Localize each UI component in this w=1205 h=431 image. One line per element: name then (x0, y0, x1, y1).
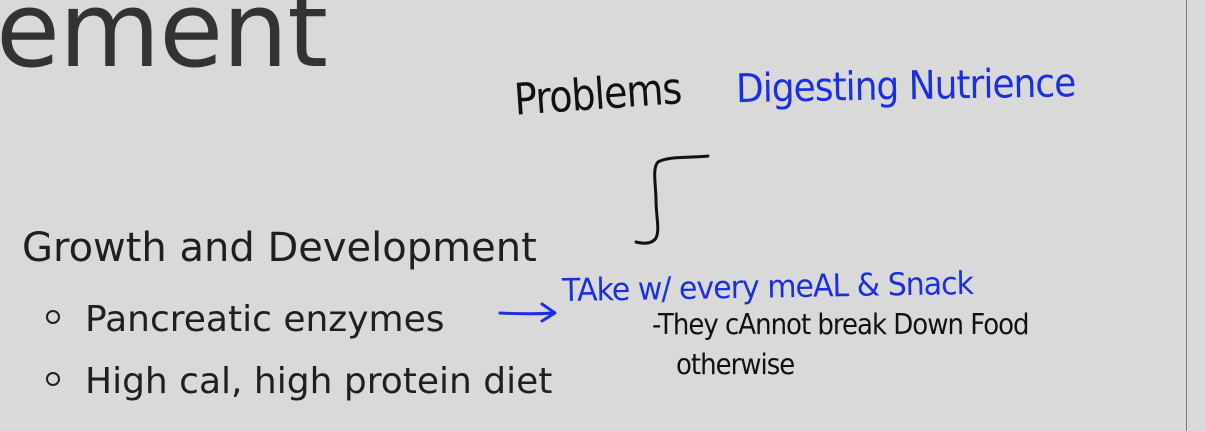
annotation-otherwise: otherwise (676, 348, 795, 382)
bullet-circle-icon (46, 310, 60, 324)
bullet-circle-icon (46, 372, 60, 386)
slide-title: ement (0, 0, 328, 91)
arrow-stroke (498, 311, 556, 316)
bullet-item: Pancreatic enzymes (46, 298, 444, 342)
arrow-head-icon (540, 302, 557, 323)
bullet-item: High cal, high protein diet (46, 360, 552, 404)
bullet-text: High cal, high protein diet (85, 361, 553, 402)
annotation-cannot-break-down: -They cAnnot break Down Food (652, 308, 1030, 342)
section-heading: Growth and Development (22, 225, 537, 271)
window-edge (1186, 0, 1205, 431)
bullet-text: Pancreatic enzymes (85, 299, 445, 340)
bracket-stroke (634, 154, 710, 245)
